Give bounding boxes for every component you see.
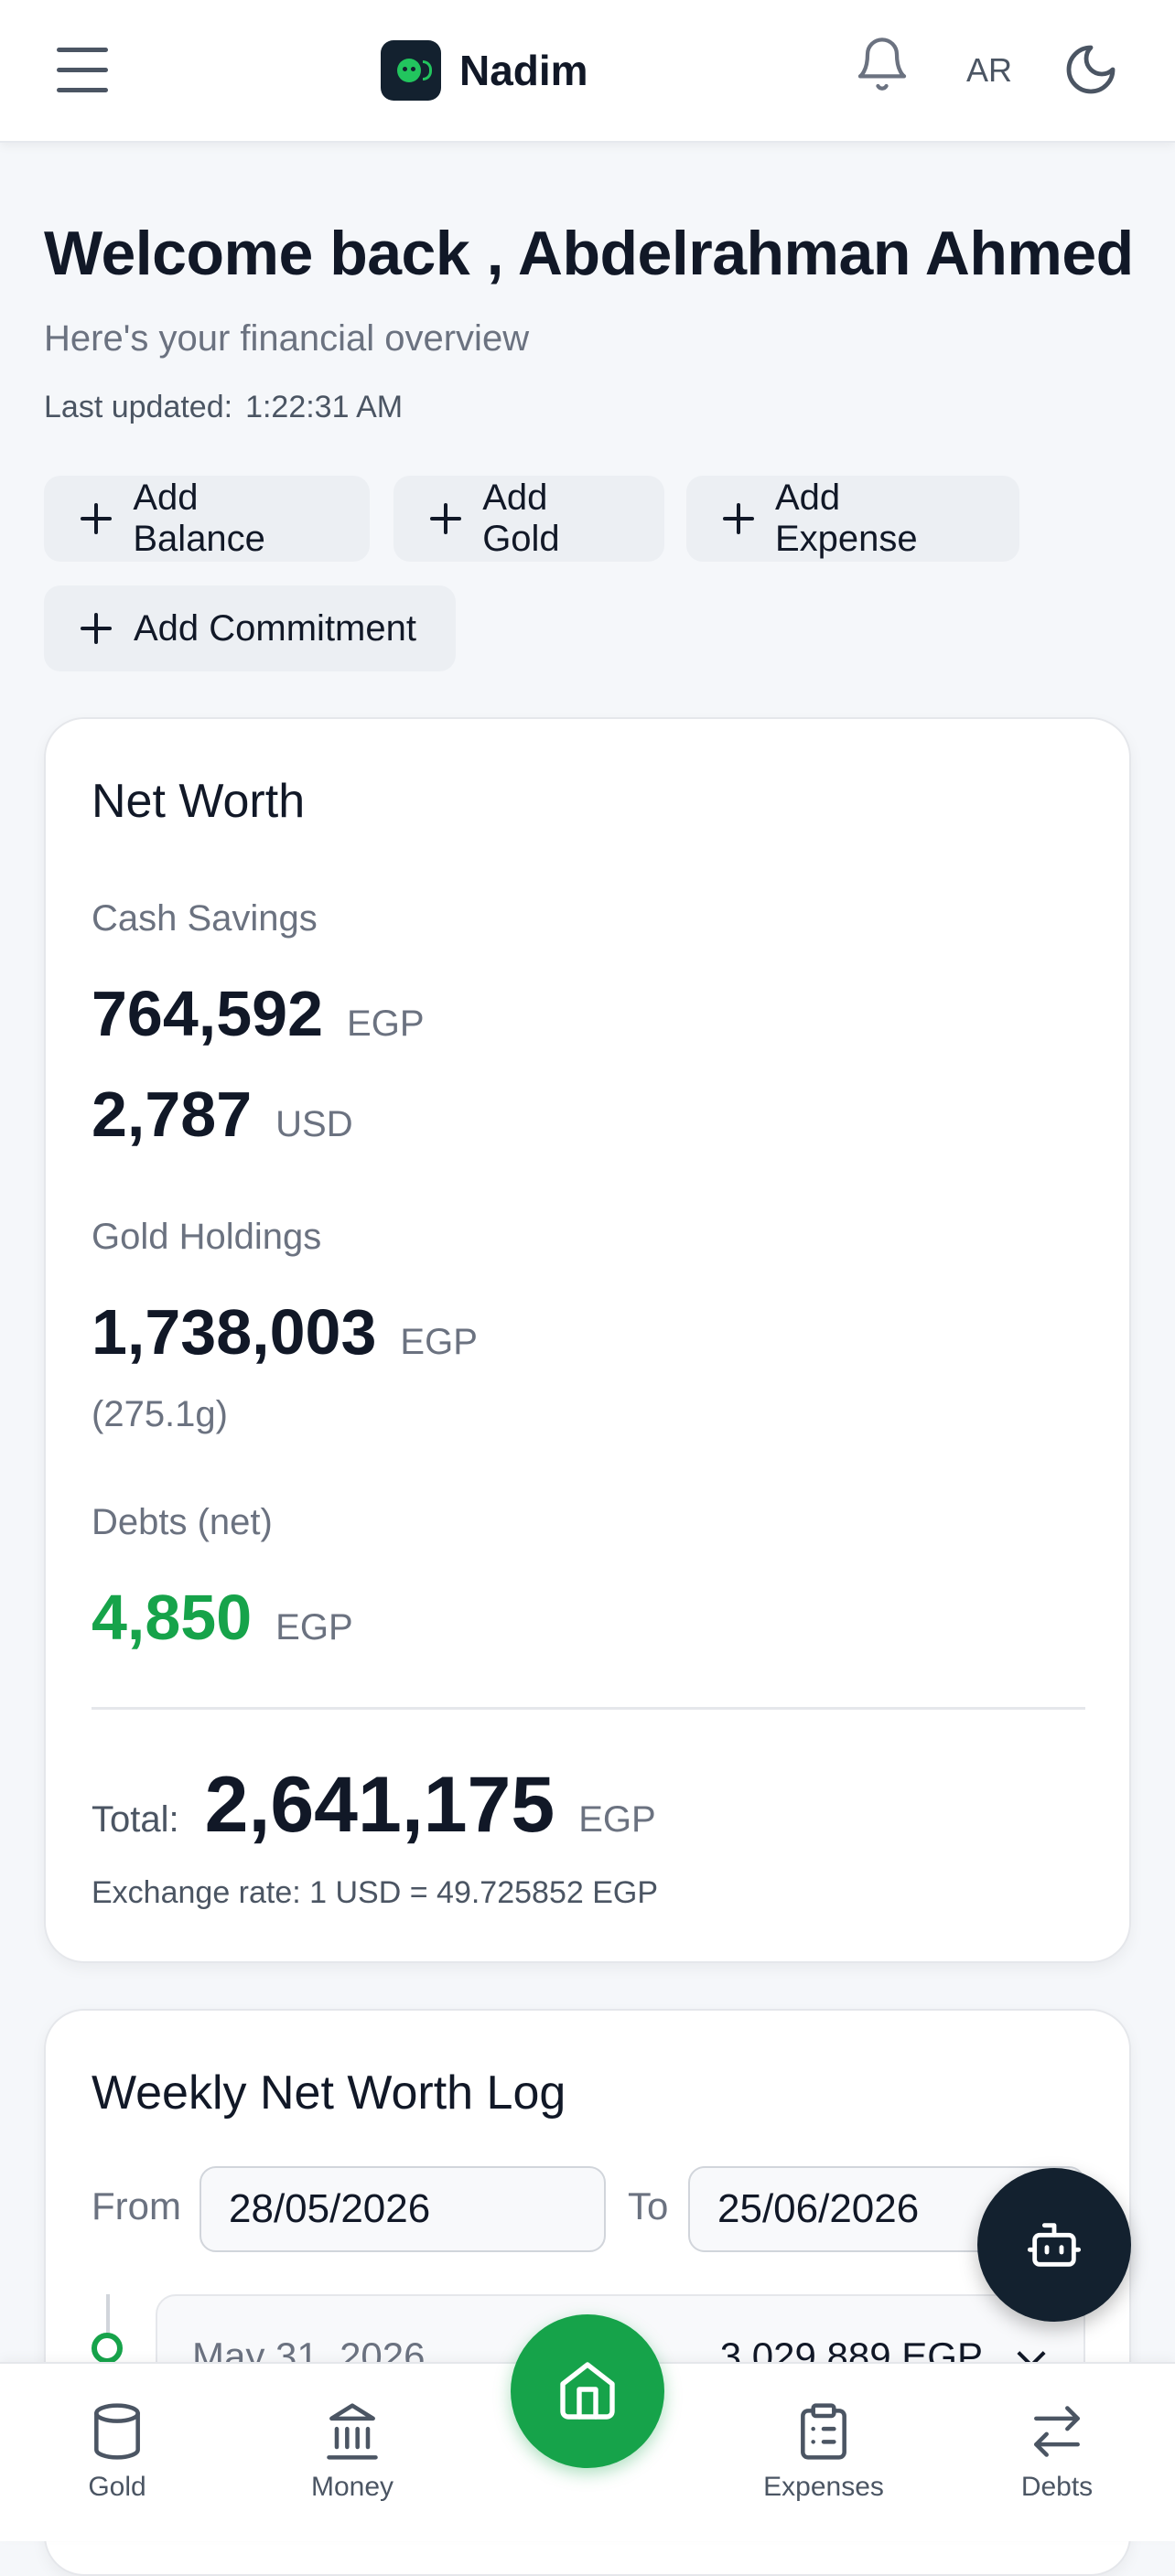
divider: [92, 1707, 1085, 1710]
last-updated-label: Last updated:: [44, 390, 233, 424]
app-name: Nadim: [459, 47, 588, 94]
total-value: 2,641,175: [204, 1761, 555, 1849]
gold-unit: EGP: [400, 1322, 478, 1362]
net-worth-card: Net Worth Cash Savings 764,592 EGP 2,787 U…: [44, 717, 1131, 1963]
add-expense-label: Add Expense: [775, 478, 918, 559]
exchange-rate: Exchange rate: 1 USD = 49.725852 EGP: [92, 1875, 659, 1910]
debts-value: 4,850 EGP: [92, 1581, 353, 1654]
cylinder-icon: [94, 2403, 140, 2460]
brand[interactable]: Nadim: [381, 40, 588, 101]
debts-label: Debts (net): [92, 1502, 273, 1542]
clipboard-icon: [801, 2403, 846, 2460]
cash-usd-value: 2,787 USD: [92, 1078, 353, 1151]
add-expense-button[interactable]: Add Expense: [686, 476, 1019, 562]
welcome-title: Welcome back , Abdelrahman Ahmed: [44, 219, 1134, 288]
nav-gold-label: Gold: [88, 2472, 146, 2502]
gold-value: 1,738,003 EGP: [92, 1295, 478, 1368]
plus-icon: [723, 503, 754, 534]
cash-egp-amount: 764,592: [92, 978, 324, 1049]
home-icon: [560, 2362, 615, 2420]
bank-icon: [327, 2403, 378, 2460]
add-commitment-label: Add Commitment: [134, 607, 416, 649]
add-commitment-button[interactable]: Add Commitment: [44, 585, 456, 671]
nav-expenses[interactable]: Expenses: [760, 2400, 888, 2503]
gold-weight: (275.1g): [92, 1394, 228, 1434]
total-unit: EGP: [578, 1799, 656, 1840]
nav-gold[interactable]: Gold: [75, 2400, 159, 2503]
cash-usd-amount: 2,787: [92, 1079, 253, 1150]
cash-egp-value: 764,592 EGP: [92, 977, 425, 1050]
plus-icon: [430, 503, 462, 534]
weekly-log-title: Weekly Net Worth Log: [92, 2066, 566, 2120]
plus-icon: [81, 503, 113, 534]
cash-usd-unit: USD: [275, 1104, 353, 1144]
cash-egp-unit: EGP: [347, 1004, 425, 1044]
logo-icon: [381, 40, 441, 101]
nav-debts[interactable]: Debts: [1016, 2400, 1098, 2503]
nav-expenses-label: Expenses: [763, 2472, 884, 2502]
plus-icon: [81, 613, 112, 644]
from-date-input[interactable]: 28/05/2026: [199, 2166, 606, 2252]
to-label: To: [628, 2184, 669, 2227]
bot-icon: [1027, 2223, 1082, 2267]
timeline-line: [106, 2294, 110, 2349]
welcome-subtitle: Here's your financial overview: [44, 318, 530, 359]
net-worth-title: Net Worth: [92, 775, 306, 828]
cash-savings-label: Cash Savings: [92, 898, 318, 939]
nav-money-label: Money: [310, 2472, 394, 2502]
arrows-exchange-icon: [1034, 2406, 1080, 2457]
language-toggle[interactable]: AR: [966, 51, 1013, 89]
last-updated: Last updated: 1:22:31 AM: [44, 390, 403, 425]
total-row: Total: 2,641,175 EGP: [92, 1760, 656, 1851]
debts-amount: 4,850: [92, 1582, 253, 1653]
gold-amount: 1,738,003: [92, 1296, 377, 1368]
moon-icon[interactable]: [1062, 40, 1120, 99]
nav-money[interactable]: Money: [302, 2400, 403, 2503]
bell-icon[interactable]: [853, 35, 911, 93]
top-bar: Nadim AR: [0, 0, 1175, 143]
last-updated-time: 1:22:31 AM: [245, 390, 404, 424]
assistant-bot-button[interactable]: [977, 2168, 1131, 2322]
debts-unit: EGP: [275, 1607, 353, 1648]
add-balance-label: Add Balance: [133, 478, 265, 559]
add-gold-label: Add Gold: [482, 478, 560, 559]
add-balance-button[interactable]: Add Balance: [44, 476, 370, 562]
hamburger-icon[interactable]: [57, 48, 108, 95]
total-label: Total:: [92, 1799, 179, 1840]
from-label: From: [92, 2184, 181, 2227]
nav-debts-label: Debts: [1020, 2472, 1094, 2502]
add-gold-button[interactable]: Add Gold: [393, 476, 664, 562]
gold-holdings-label: Gold Holdings: [92, 1217, 322, 1257]
timeline-dot: [92, 2333, 123, 2364]
home-button[interactable]: [511, 2314, 664, 2468]
